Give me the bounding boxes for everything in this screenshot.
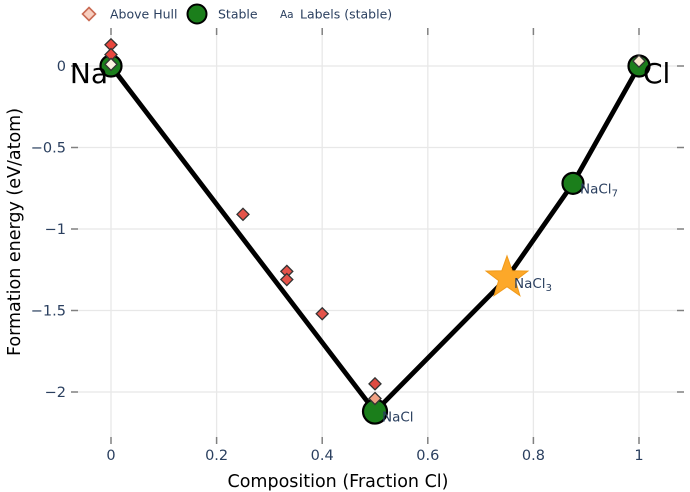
legend-label-stable: Stable xyxy=(218,7,258,22)
stable-circle-icon xyxy=(186,3,208,25)
x-tick-label: 0.8 xyxy=(522,448,545,464)
data-point-labels: Na NaCl NaCl7 Cl NaCl3 xyxy=(70,57,670,426)
y-tick-label: 0 xyxy=(57,59,66,75)
labels-aa-icon: Aa xyxy=(280,9,294,21)
stable-point-NaCl7[interactable] xyxy=(561,171,585,195)
x-tick-label: 0 xyxy=(106,448,115,464)
above-hull-point[interactable] xyxy=(104,57,118,72)
compound-label-NaCl3: NaCl3 xyxy=(514,276,552,294)
above-hull-point[interactable] xyxy=(315,306,330,321)
legend-item-labels-stable[interactable]: Aa Labels (stable) xyxy=(280,7,392,22)
y-tick-label: −2 xyxy=(45,385,66,401)
x-tick-label: 1 xyxy=(634,448,643,464)
compound-label-NaCl7: NaCl7 xyxy=(580,181,618,199)
y-tick-label: −1 xyxy=(45,222,66,238)
x-axis-title: Composition (Fraction Cl) xyxy=(227,472,448,492)
x-tick-label: 0.2 xyxy=(205,448,228,464)
plot-area[interactable] xyxy=(78,35,677,437)
legend-item-above-hull[interactable]: Above Hull xyxy=(81,6,178,22)
compound-label-NaCl: NaCl xyxy=(382,410,414,426)
x-tick-label: 0.4 xyxy=(311,448,334,464)
legend-label-above-hull: Above Hull xyxy=(110,7,177,22)
above-hull-point[interactable] xyxy=(368,391,382,406)
element-label-Na: Na xyxy=(70,57,108,90)
legend-label-labels-stable: Labels (stable) xyxy=(300,7,392,22)
y-axis-title: Formation energy (eV/atom) xyxy=(5,108,25,356)
y-tick-label: −1.5 xyxy=(31,304,66,320)
axis-ticks xyxy=(71,28,684,444)
legend-item-stable[interactable]: Stable xyxy=(186,3,258,25)
x-tick-label: 0.6 xyxy=(416,448,439,464)
above-hull-point[interactable] xyxy=(632,54,646,69)
y-tick-label: −0.5 xyxy=(31,141,66,157)
axis-tick-labels: 0 0.2 0.4 0.6 0.8 1 0 −0.5 −1 −1.5 −2 xyxy=(31,59,644,464)
legend: Above Hull Stable Aa Labels (stable) xyxy=(81,3,392,25)
above-hull-diamond-icon xyxy=(81,6,97,22)
star-point-NaCl3[interactable] xyxy=(484,254,530,297)
above-hull-point[interactable] xyxy=(236,207,250,222)
above-hull-point[interactable] xyxy=(368,376,382,391)
data-markers[interactable] xyxy=(99,37,651,425)
element-label-Cl: Cl xyxy=(643,57,670,90)
above-hull-point[interactable] xyxy=(279,272,294,287)
